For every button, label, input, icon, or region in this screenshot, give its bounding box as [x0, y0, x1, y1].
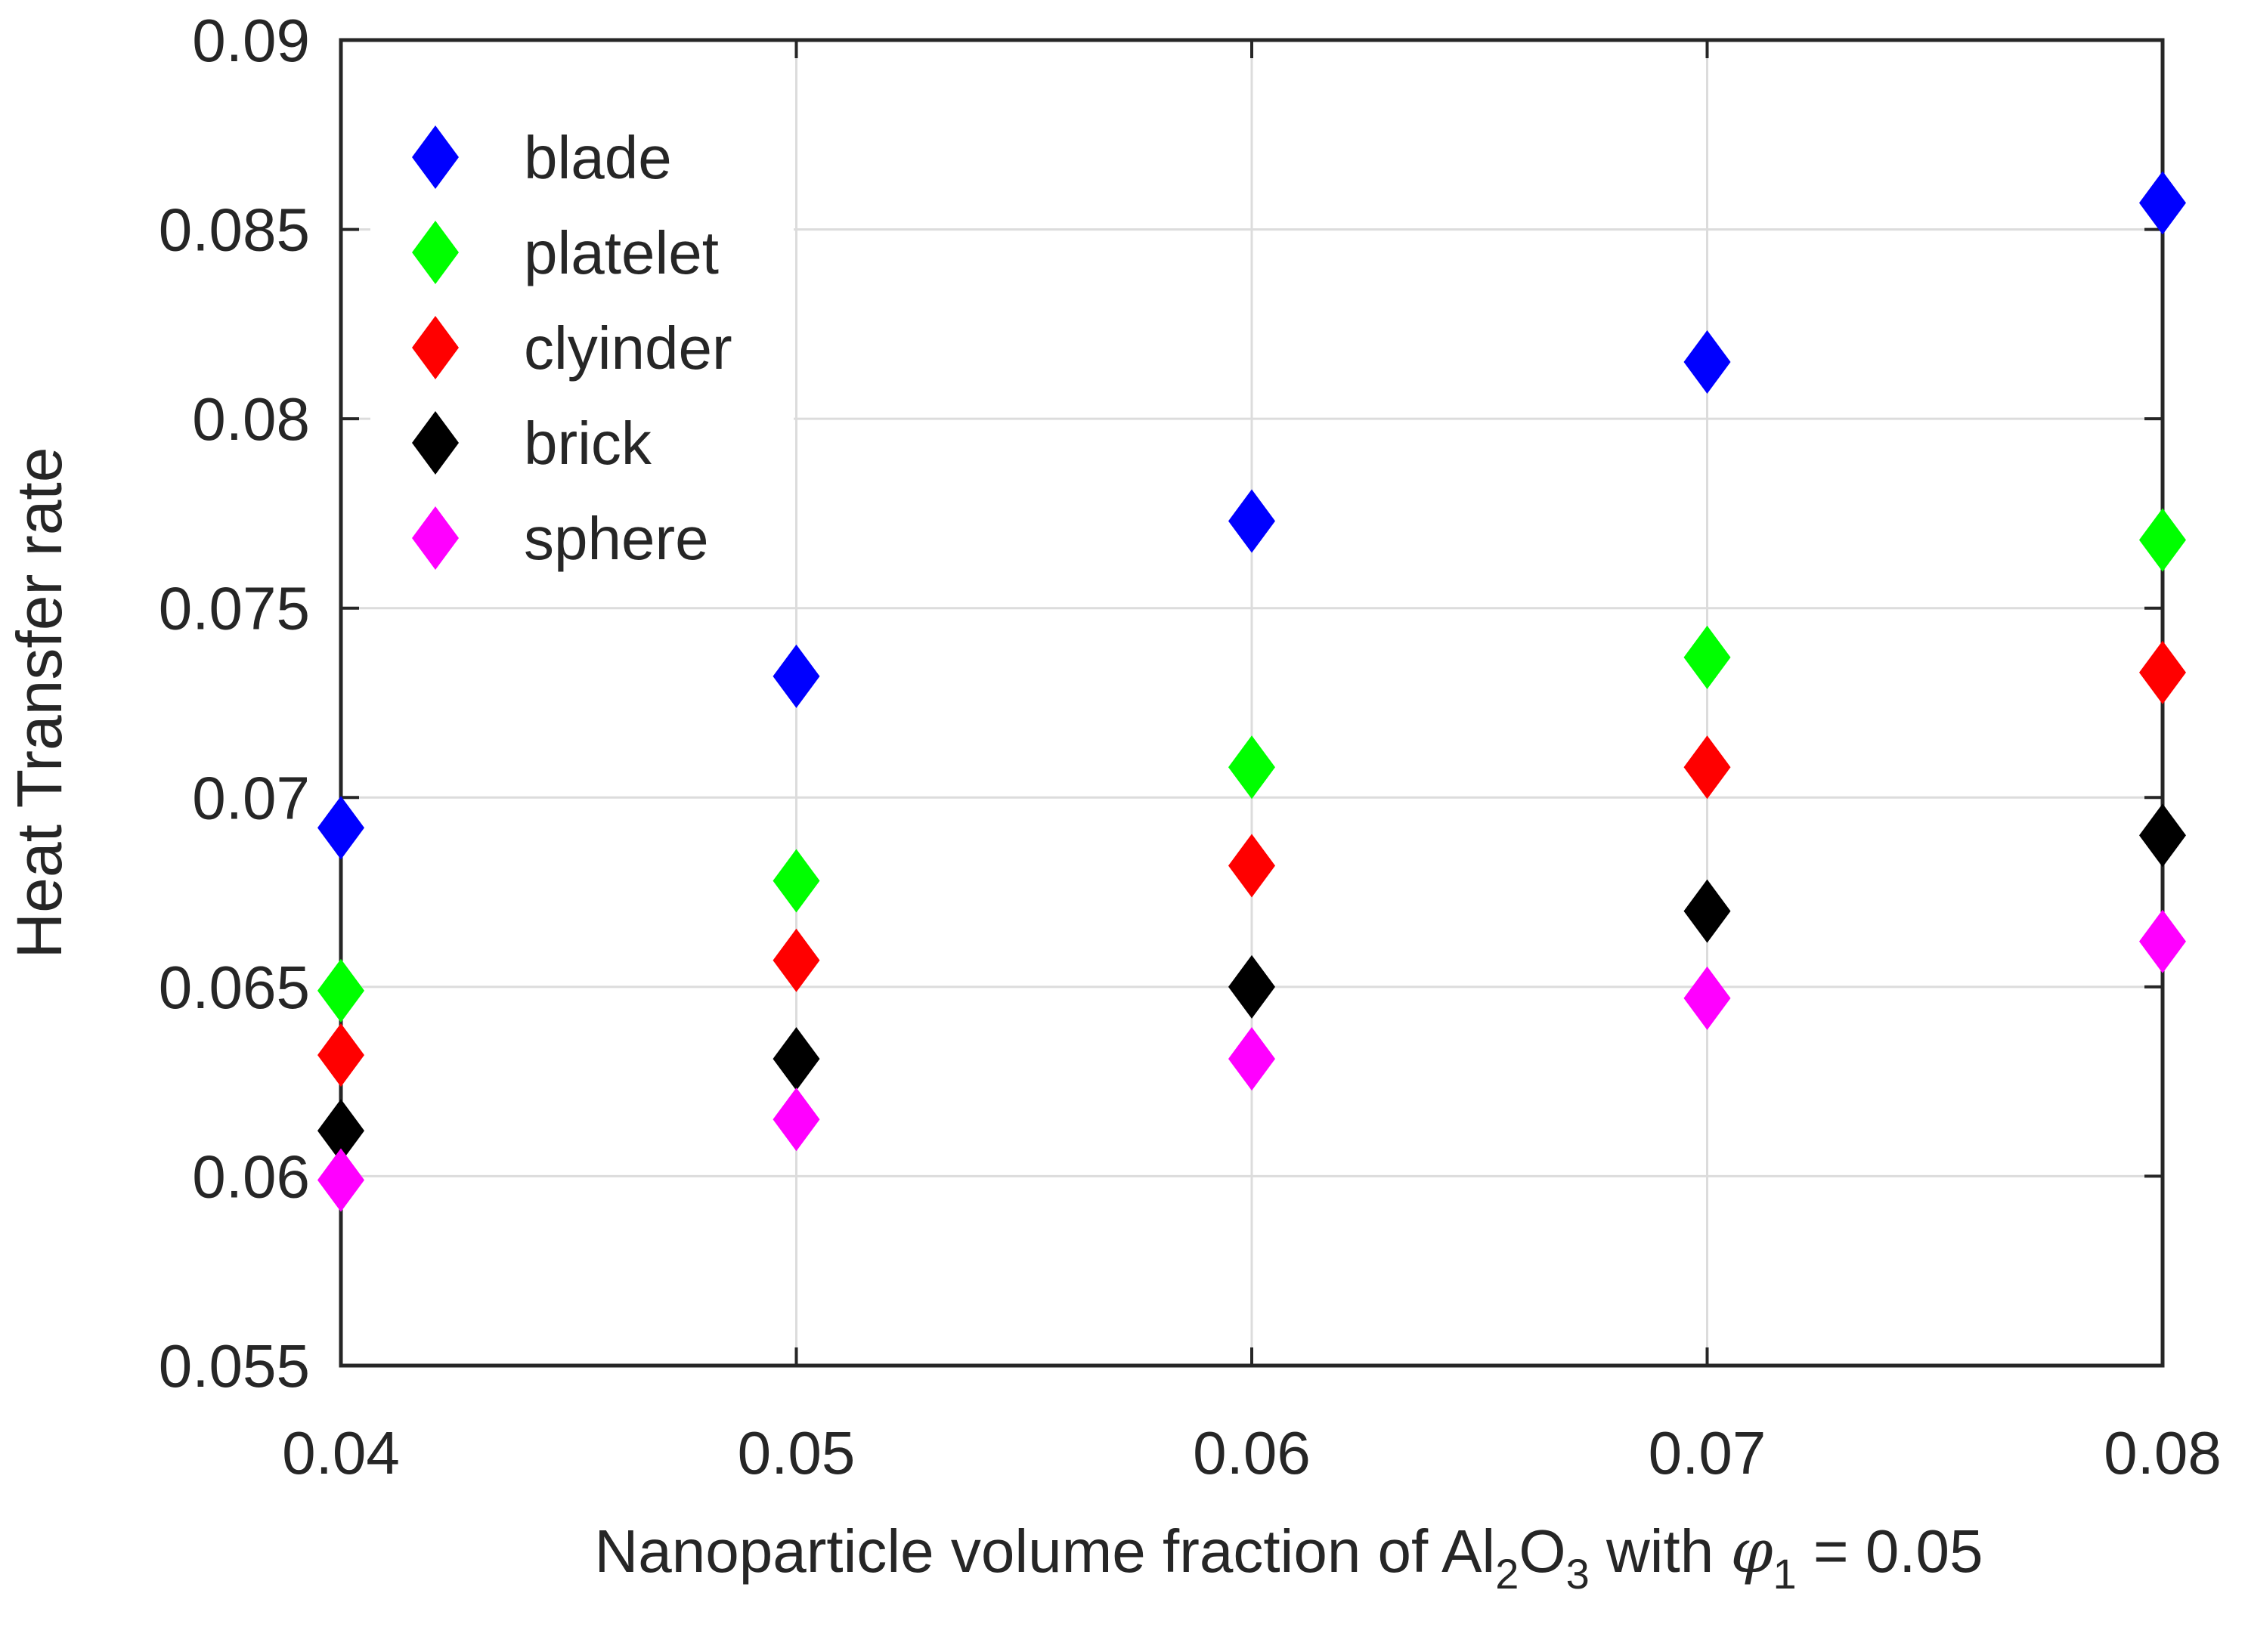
y-tick-label: 0.09 [192, 7, 310, 74]
data-point-clyinder [1683, 735, 1731, 800]
legend-marker-blade [412, 125, 459, 189]
y-tick-label: 0.07 [192, 764, 310, 831]
data-point-platelet [773, 849, 820, 913]
x-axis-label-suffix: = 0.05 [1797, 1517, 1983, 1585]
data-point-blade [317, 796, 364, 860]
data-points [317, 171, 2186, 1212]
y-tick-label: 0.06 [192, 1143, 310, 1210]
data-point-brick [2139, 803, 2186, 868]
x-axis-label-prefix: Nanoparticle volume fraction of Al [594, 1517, 1495, 1585]
data-point-platelet [1228, 735, 1275, 800]
data-point-blade [773, 644, 820, 708]
data-point-sphere [2139, 909, 2186, 973]
series-clyinder [317, 640, 2186, 1087]
legend-label-sphere: sphere [524, 505, 709, 572]
data-point-clyinder [1228, 834, 1275, 898]
series-sphere [317, 909, 2186, 1212]
data-point-sphere [1228, 1027, 1275, 1091]
x-axis-label: Nanoparticle volume fraction of Al2O3 wi… [594, 1516, 1983, 1598]
legend-marker-platelet [412, 221, 459, 284]
x-axis-label-mid2: with [1590, 1517, 1731, 1585]
y-tick-label: 0.065 [159, 954, 310, 1021]
legend-marker-clyinder [412, 316, 459, 379]
data-point-brick [1683, 879, 1731, 943]
data-point-clyinder [773, 928, 820, 992]
series-platelet [317, 508, 2186, 1022]
x-axis-label-sub3: 1 [1773, 1550, 1796, 1598]
data-point-sphere [773, 1087, 820, 1152]
data-point-clyinder [317, 1023, 364, 1087]
x-tick-label: 0.05 [738, 1419, 856, 1486]
data-point-brick [773, 1027, 820, 1091]
x-tick-label: 0.04 [282, 1419, 400, 1486]
data-point-brick [1228, 954, 1275, 1019]
x-axis-label-mid: O [1519, 1517, 1565, 1585]
x-axis-label-symbol: φ [1730, 1516, 1773, 1586]
data-point-platelet [2139, 508, 2186, 572]
data-point-platelet [317, 958, 364, 1022]
legend-label-brick: brick [524, 410, 652, 477]
legend: blade platelet clyinder brick sphere [370, 83, 794, 597]
series-blade [317, 171, 2186, 860]
x-tick-label: 0.07 [1649, 1419, 1767, 1486]
series-brick [317, 803, 2186, 1163]
x-axis-tick-labels: 0.04 0.05 0.06 0.07 0.08 [282, 1419, 2222, 1486]
legend-label-blade: blade [524, 124, 672, 191]
x-axis-label-sub1: 2 [1495, 1550, 1519, 1598]
legend-label-clyinder: clyinder [524, 314, 732, 382]
data-point-sphere [1683, 966, 1731, 1030]
x-tick-label: 0.08 [2104, 1419, 2222, 1486]
legend-label-platelet: platelet [524, 219, 719, 286]
data-point-platelet [1683, 625, 1731, 689]
y-tick-label: 0.085 [159, 196, 310, 264]
legend-marker-brick [412, 411, 459, 475]
x-tick-label: 0.06 [1193, 1419, 1311, 1486]
y-tick-label: 0.075 [159, 575, 310, 642]
data-point-blade [1683, 329, 1731, 394]
y-tick-label: 0.08 [192, 385, 310, 453]
data-point-clyinder [2139, 640, 2186, 704]
data-point-blade [2139, 171, 2186, 235]
data-point-brick [317, 1099, 364, 1163]
legend-marker-sphere [412, 506, 459, 570]
y-axis-label: Heat Transfer rate [4, 447, 75, 959]
y-axis-tick-labels: 0.055 0.06 0.065 0.07 0.075 0.08 0.085 0.09 [159, 7, 310, 1400]
data-point-blade [1228, 489, 1275, 553]
y-tick-label: 0.055 [159, 1332, 310, 1400]
x-axis-label-sub2: 3 [1566, 1550, 1590, 1598]
data-point-sphere [317, 1148, 364, 1212]
